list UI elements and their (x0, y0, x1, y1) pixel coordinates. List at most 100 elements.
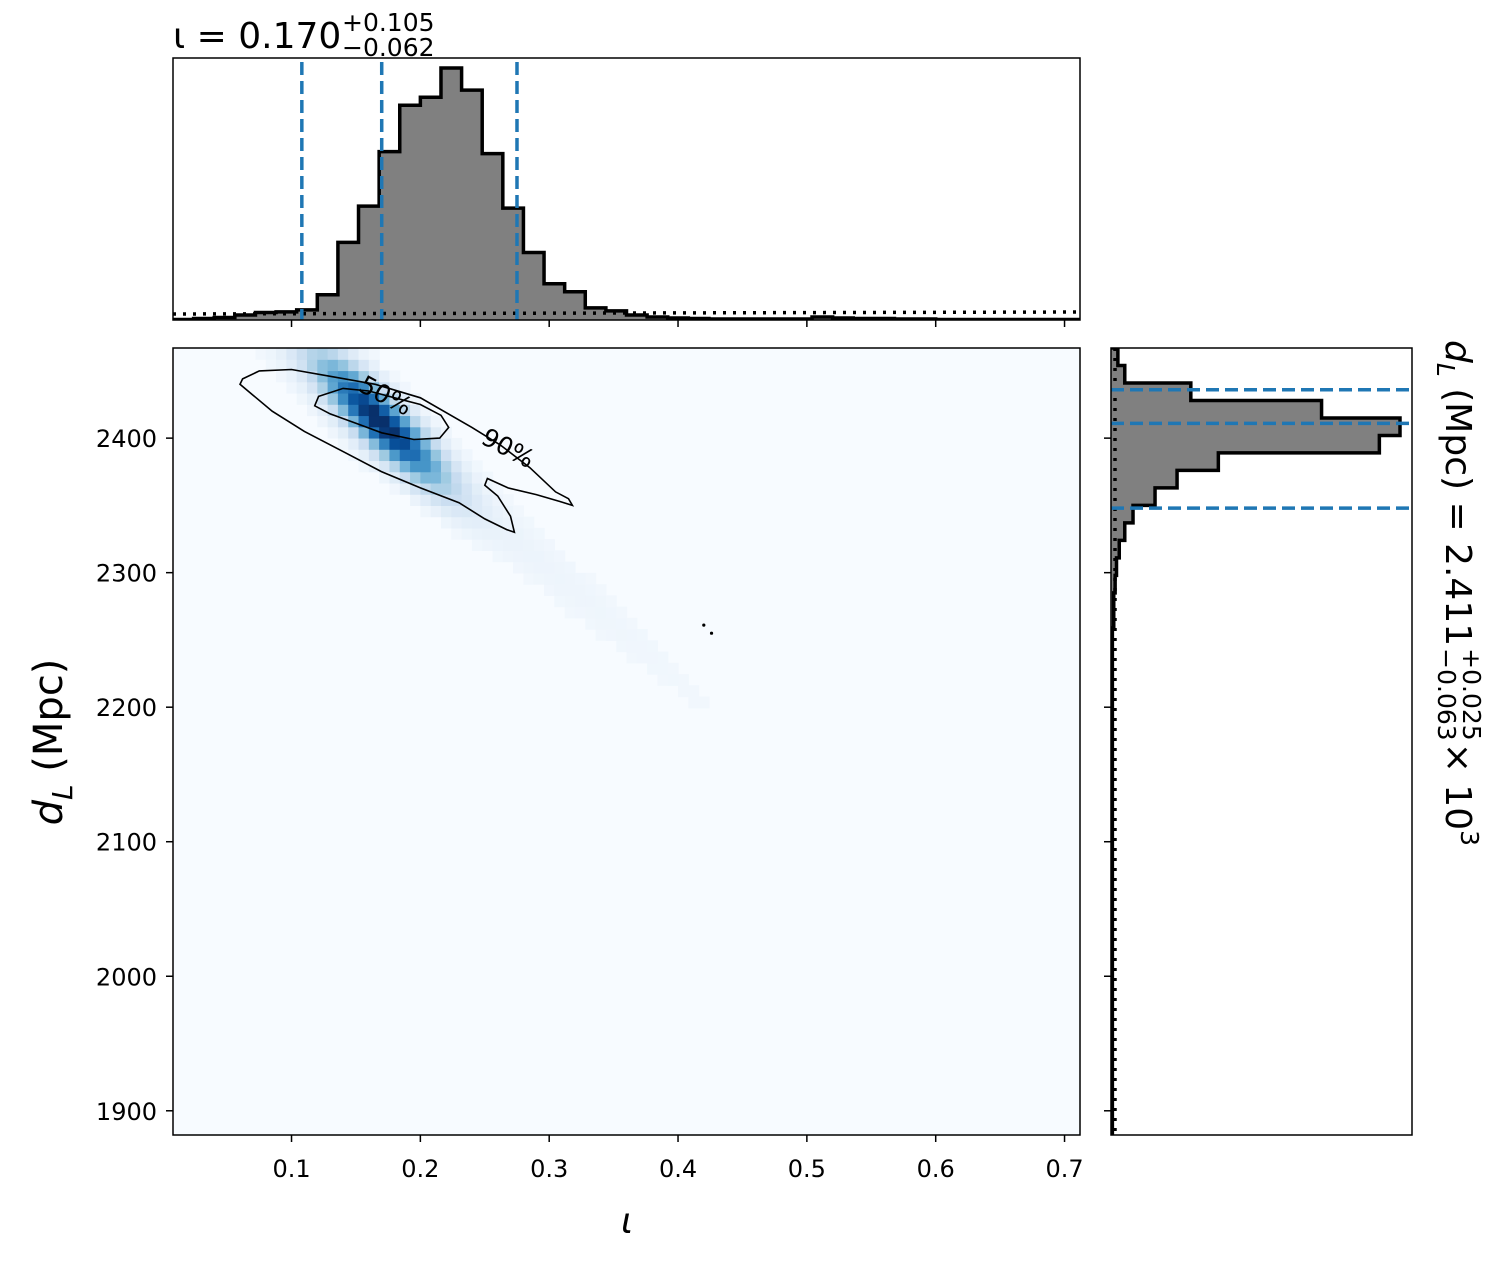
density-cell (492, 539, 504, 551)
density-cell (337, 348, 349, 360)
density-cell (471, 494, 483, 506)
density-cell (389, 415, 401, 428)
density-cell (410, 404, 421, 417)
right-panel-title: dL (Mpc) = 2.411 +0.025 −0.063 × 103 (1431, 340, 1486, 846)
density-cell (430, 482, 442, 495)
density-cell (410, 449, 421, 462)
density-cell (327, 426, 339, 439)
density-cell (430, 426, 442, 439)
density-cell (626, 629, 638, 641)
density-cell (544, 550, 555, 563)
density-cell (368, 404, 380, 417)
density-cell (296, 392, 308, 405)
density-cell (389, 449, 401, 462)
density-cell (626, 617, 638, 630)
density-cell (513, 516, 525, 529)
density-cell (482, 527, 494, 540)
contour-90 (239, 368, 575, 534)
density-cell (585, 606, 597, 619)
density-cell (574, 595, 586, 608)
density-cell (564, 595, 576, 608)
density-cell (337, 359, 349, 372)
density-cell (327, 381, 339, 394)
density-cell (451, 516, 463, 529)
density-cell (389, 392, 401, 405)
density-cell (533, 550, 545, 563)
density-cell (348, 381, 360, 394)
top-panel-title: ι = 0.170 (173, 16, 341, 57)
density-cell (482, 482, 494, 495)
density-cell (492, 494, 504, 506)
density-cell (502, 539, 514, 551)
density-cell (410, 471, 421, 484)
density-cell (451, 460, 463, 473)
density-cell (616, 629, 628, 641)
density-cell (471, 471, 483, 484)
density-cell (492, 550, 504, 563)
density-cell (317, 348, 329, 360)
density-cell (430, 505, 442, 518)
x-tick-label: 0.3 (530, 1155, 568, 1183)
density-cell (502, 516, 514, 529)
density-cell (379, 404, 391, 417)
x-tick-label: 0.7 (1045, 1155, 1083, 1183)
density-cell (358, 460, 370, 473)
density-cell (420, 426, 432, 439)
density-cell (657, 651, 669, 664)
density-cell (348, 415, 360, 428)
density-cell (430, 471, 442, 484)
density-cell (317, 392, 329, 405)
density-cell (348, 426, 360, 439)
density-cell (595, 595, 607, 608)
density-cell (368, 359, 380, 372)
density-cell (513, 561, 525, 574)
density-cell (368, 370, 380, 383)
density-cell (595, 606, 607, 619)
density-cell (379, 449, 391, 462)
density-cell (255, 348, 267, 360)
density-cell (410, 437, 421, 450)
density-cell (348, 392, 360, 405)
density-cell (492, 527, 504, 540)
density-cell (513, 527, 525, 540)
density-cell (482, 471, 494, 484)
density-cell (306, 348, 318, 360)
density-cell (337, 426, 349, 439)
density-cell (358, 392, 370, 405)
right-marginal-panel: dL (Mpc) = 2.411 +0.025 −0.063 × 103 (1104, 340, 1486, 1136)
density-cell (286, 381, 298, 394)
density-cell (368, 392, 380, 405)
density-cell (492, 505, 504, 518)
density-cell (440, 437, 452, 450)
density-cell (605, 606, 617, 619)
density-cell (358, 348, 370, 360)
density-cell (286, 359, 298, 372)
density-cell (368, 426, 380, 439)
density-cell (379, 415, 391, 428)
top-title-main: ι = 0.170 (173, 16, 341, 57)
density-cell (461, 449, 473, 462)
density-cell (317, 415, 329, 428)
density-cell (389, 482, 401, 495)
density-cell (296, 370, 308, 383)
y-tick-label: 2400 (96, 425, 157, 453)
right-panel-frame (1110, 347, 1413, 1136)
density-cell (605, 595, 617, 608)
density-cell (389, 370, 401, 383)
density-cell (399, 381, 411, 394)
y-tick-label: 2200 (96, 694, 157, 722)
density-cell (616, 617, 628, 630)
right-histogram-fill (1111, 348, 1400, 1135)
density-cell (605, 629, 617, 641)
density-cell (368, 381, 380, 394)
density-cell (337, 437, 349, 450)
density-cell (410, 460, 421, 473)
density-cell (317, 359, 329, 372)
joint-panel-frame (172, 347, 1081, 1136)
density-cell (420, 460, 432, 473)
density-cell (399, 471, 411, 484)
density-cell (564, 561, 576, 574)
density-cell (533, 539, 545, 551)
